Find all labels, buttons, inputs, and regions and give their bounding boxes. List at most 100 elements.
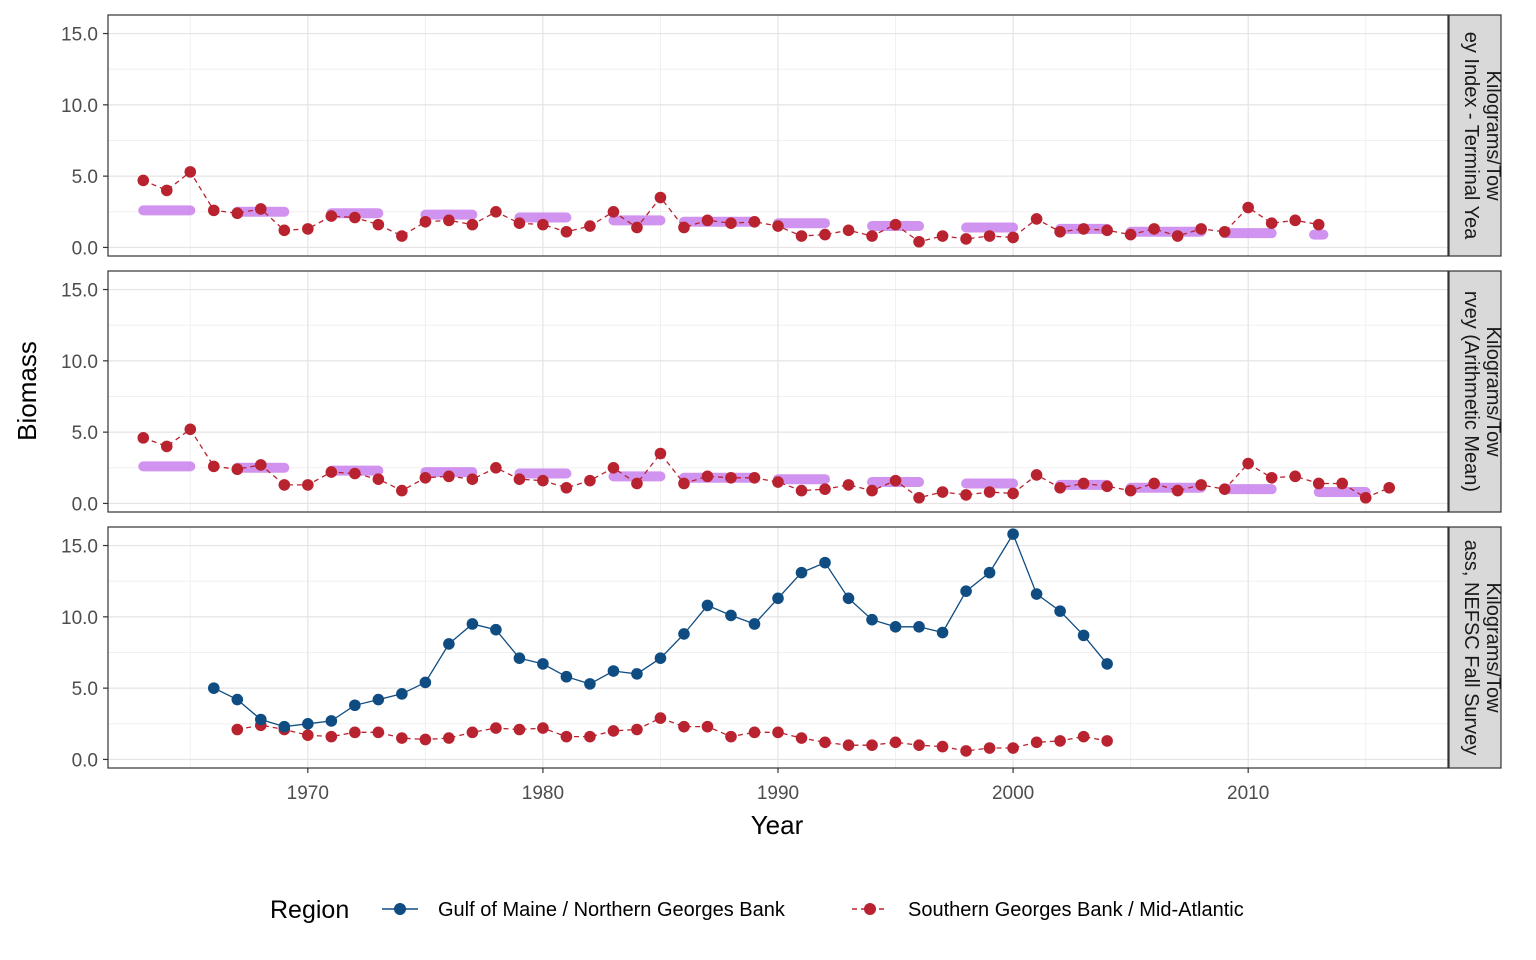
data-point-gom xyxy=(302,717,314,730)
data-point-sgb xyxy=(466,218,479,231)
data-point-sgb xyxy=(960,233,972,245)
data-point-gom xyxy=(701,599,714,612)
data-point-sgb xyxy=(866,230,878,242)
y-tick-label: 10.0 xyxy=(61,608,98,629)
legend-key-gom xyxy=(382,903,418,915)
data-point-sgb xyxy=(936,230,949,242)
data-point-sgb xyxy=(631,723,643,736)
data-point-sgb xyxy=(1054,225,1066,238)
data-point-sgb xyxy=(1030,469,1043,481)
data-point-sgb xyxy=(678,720,690,733)
data-point-sgb xyxy=(983,742,996,754)
strip-background xyxy=(1448,526,1502,769)
data-point-sgb xyxy=(349,211,361,224)
data-point-gom xyxy=(772,592,784,605)
data-point-sgb xyxy=(278,479,291,491)
data-point-sgb xyxy=(1007,487,1019,500)
data-point-sgb xyxy=(231,207,244,220)
data-point-gom xyxy=(560,670,573,683)
panel-border xyxy=(107,14,1449,257)
data-point-gom xyxy=(325,715,338,727)
data-point-sgb xyxy=(396,484,408,497)
data-point-sgb xyxy=(349,467,361,480)
data-point-sgb xyxy=(584,220,596,232)
data-point-sgb xyxy=(490,722,502,734)
data-point-sgb xyxy=(795,732,808,744)
data-point-sgb xyxy=(1171,230,1184,242)
data-point-sgb xyxy=(325,730,338,743)
data-point-gom xyxy=(396,688,408,700)
data-point-sgb xyxy=(1171,484,1184,497)
strip-background xyxy=(1448,270,1502,513)
data-point-sgb xyxy=(396,732,408,744)
data-point-sgb xyxy=(372,473,385,486)
data-point-sgb xyxy=(748,471,761,484)
data-point-gom xyxy=(819,556,831,569)
data-point-sgb xyxy=(302,479,314,491)
data-point-sgb xyxy=(372,726,385,739)
data-point-sgb xyxy=(490,205,502,218)
data-point-gom xyxy=(866,613,878,626)
data-point-sgb xyxy=(960,489,972,501)
data-point-sgb xyxy=(1195,223,1207,235)
y-tick-label: 15.0 xyxy=(61,537,98,558)
data-point-sgb xyxy=(466,726,479,739)
data-point-gom xyxy=(607,665,620,677)
strip-background xyxy=(1448,14,1502,257)
data-point-sgb xyxy=(1148,223,1160,235)
data-point-sgb xyxy=(1007,742,1019,754)
data-point-gom xyxy=(584,678,596,690)
data-point-sgb xyxy=(255,459,267,471)
data-point-gom xyxy=(842,592,855,605)
data-point-gom xyxy=(207,682,220,694)
legend-label-sgb: Southern Georges Bank / Mid-Atlantic xyxy=(908,899,1244,921)
panel-2: 0.0 5.0 10.0 15.0 rvey (Arithmetic Mean) Kilo… xyxy=(61,270,1504,515)
data-point-sgb xyxy=(419,733,432,746)
data-point-sgb xyxy=(325,210,338,222)
data-point-gom xyxy=(1077,629,1090,642)
data-point-gom xyxy=(231,693,244,706)
strip-units: Kilograms/Tow xyxy=(1482,582,1504,713)
data-point-sgb xyxy=(1336,477,1349,490)
y-tick-label: 15.0 xyxy=(61,281,98,302)
data-point-sgb xyxy=(1265,217,1278,230)
data-point-sgb xyxy=(560,730,573,743)
data-point-sgb xyxy=(278,224,291,237)
data-point-sgb xyxy=(537,722,549,734)
data-point-sgb xyxy=(419,471,432,484)
data-point-sgb xyxy=(1265,471,1278,484)
panel-1: 0.0 5.0 10.0 15.0 ey Index - Terminal Yea Kil… xyxy=(61,14,1502,259)
x-axis: 1970 1980 1990 2000 2010 xyxy=(287,768,1269,804)
data-point-sgb xyxy=(960,745,972,757)
x-axis-title: Year xyxy=(751,810,804,840)
data-point-sgb xyxy=(631,221,643,234)
data-point-sgb xyxy=(866,484,878,497)
data-point-sgb xyxy=(772,476,784,488)
data-point-sgb xyxy=(231,723,244,736)
data-point-sgb xyxy=(1359,491,1372,504)
data-point-sgb xyxy=(701,214,714,227)
strip-units: Kilograms/Tow xyxy=(1482,326,1504,457)
data-point-sgb xyxy=(443,732,455,744)
y-tick-label: 5.0 xyxy=(72,423,98,444)
data-point-sgb xyxy=(302,223,314,235)
data-point-gom xyxy=(466,618,479,630)
data-point-sgb xyxy=(1195,479,1207,491)
data-point-sgb xyxy=(1218,483,1231,495)
legend: Region Gulf of Maine / Northern Georges … xyxy=(270,896,1244,924)
data-point-sgb xyxy=(819,736,831,749)
data-point-gom xyxy=(983,566,996,579)
facet-strip: ey Index - Terminal Yea Kilograms/Tow xyxy=(1448,14,1502,257)
data-point-sgb xyxy=(607,725,620,737)
data-point-sgb xyxy=(255,203,267,215)
y-tick-label: 5.0 xyxy=(72,679,98,700)
data-point-sgb xyxy=(184,423,197,436)
data-point-gom xyxy=(513,652,526,664)
data-point-sgb xyxy=(1289,214,1301,227)
data-point-sgb xyxy=(513,473,526,486)
data-point-sgb xyxy=(537,474,549,487)
data-point-sgb xyxy=(1101,735,1113,747)
data-point-sgb xyxy=(772,220,784,232)
data-point-gom xyxy=(419,676,432,689)
data-point-sgb xyxy=(443,214,455,227)
